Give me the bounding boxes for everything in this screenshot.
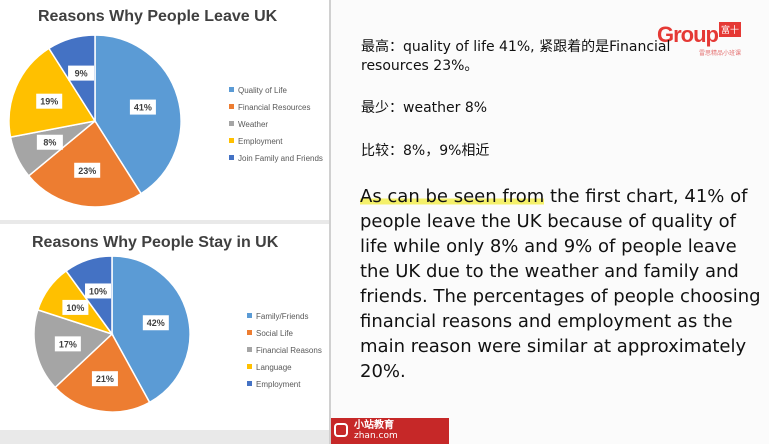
stay-data-label-0: 42% <box>147 318 165 328</box>
leave-legend-item: Employment <box>229 137 323 154</box>
brand-url: zhan.com <box>354 431 398 441</box>
leave-data-label-4: 9% <box>75 69 88 79</box>
group-logo: Group 富十 雷思精品小班课 <box>657 22 741 57</box>
leave-legend-swatch <box>229 104 234 109</box>
logo-badge: 富十 <box>718 22 741 37</box>
notes-area: Group 富十 雷思精品小班课 最高：quality of life 41%, … <box>331 0 769 444</box>
leave-legend-swatch <box>229 121 234 126</box>
leave-slice-3 <box>8 47 97 138</box>
panel-divider <box>329 0 331 444</box>
leave-chart-legend: Quality of Life Financial Resources Weathe… <box>229 86 323 171</box>
leave-chart-title: Reasons Why People Leave UK <box>38 8 278 25</box>
leave-label-box-4 <box>68 65 95 81</box>
leave-legend-swatch <box>229 155 234 160</box>
leave-legend-item: Quality of Life <box>229 86 323 103</box>
leave-label-box-0 <box>129 99 156 115</box>
chat-bubble-icon <box>334 423 348 437</box>
stay-legend-item: Language <box>247 363 322 380</box>
stay-label-box-2 <box>54 336 81 352</box>
highlighted-phrase: As can be seen from <box>360 186 545 207</box>
logo-subtitle: 雷思精品小班课 <box>698 51 741 57</box>
leave-pie-chart: 41% 23% 8% 19% 9% <box>8 34 182 208</box>
leave-data-label-2: 8% <box>43 138 56 148</box>
stay-pie-chart: 42% 21% 17% 10% 10% <box>33 255 191 413</box>
stay-legend-item: Social Life <box>247 329 322 346</box>
note-highest: 最高：quality of life 41%, 紧跟着的是Financial r… <box>361 39 671 74</box>
leave-legend-item: Financial Resources <box>229 103 323 120</box>
stay-legend-swatch <box>247 330 252 335</box>
stay-label-box-4 <box>85 283 112 299</box>
stay-legend-item: Employment <box>247 380 322 397</box>
leave-legend-item: Weather <box>229 120 323 137</box>
analysis-paragraph: As can be seen from the first chart, 41%… <box>360 184 765 384</box>
logo-text: Group <box>656 22 719 47</box>
leave-legend-label: Join Family and Friends <box>238 154 323 163</box>
stay-legend-swatch <box>247 381 252 386</box>
stay-data-label-2: 17% <box>59 339 77 349</box>
stay-legend-label: Language <box>256 363 292 372</box>
paragraph-text: the first chart, 41% of people leave the… <box>360 186 761 382</box>
stay-legend-swatch <box>247 347 252 352</box>
stay-legend-label: Financial Reasons <box>256 346 322 355</box>
stay-legend-item: Family/Friends <box>247 312 322 329</box>
stay-data-label-3: 10% <box>66 303 84 313</box>
stay-legend-swatch <box>247 313 252 318</box>
stay-label-box-3 <box>62 299 89 315</box>
leave-data-label-0: 41% <box>134 103 152 113</box>
stay-data-label-1: 21% <box>96 374 114 384</box>
stay-chart-title: Reasons Why People Stay in UK <box>32 234 279 251</box>
leave-data-label-1: 23% <box>78 166 96 176</box>
stay-label-box-0 <box>142 315 169 331</box>
stay-legend-label: Employment <box>256 380 301 389</box>
brand-name: 小站教育 <box>354 420 394 431</box>
stay-label-box-1 <box>91 371 118 387</box>
leave-legend-label: Financial Resources <box>238 103 311 112</box>
leave-label-box-1 <box>74 162 101 178</box>
leave-legend-label: Quality of Life <box>238 86 287 95</box>
stay-chart-panel: Reasons Why People Stay in UK 42% 21% 17% 1… <box>0 224 329 430</box>
leave-legend-item: Join Family and Friends <box>229 154 323 171</box>
leave-label-box-2 <box>36 134 63 150</box>
brand-label: 小站教育 zhan.com <box>354 420 398 441</box>
stay-chart-legend: Family/Friends Social Life Financial Reaso… <box>247 312 322 397</box>
stay-data-label-4: 10% <box>89 286 107 296</box>
leave-legend-swatch <box>229 87 234 92</box>
stay-legend-swatch <box>247 364 252 369</box>
leave-legend-label: Employment <box>238 137 283 146</box>
leave-label-box-3 <box>36 93 63 109</box>
leave-legend-label: Weather <box>238 120 269 129</box>
stay-legend-item: Financial Reasons <box>247 346 322 363</box>
charts-area: Reasons Why People Leave UK 41% 23% 8% 19% 9… <box>0 0 329 444</box>
note-lowest: 最少：weather 8% <box>361 100 488 116</box>
stay-legend-label: Family/Friends <box>256 312 309 321</box>
leave-legend-swatch <box>229 138 234 143</box>
stay-legend-label: Social Life <box>256 329 293 338</box>
leave-chart-panel: Reasons Why People Leave UK 41% 23% 8% 19% 9… <box>0 0 329 220</box>
leave-data-label-3: 19% <box>40 97 58 107</box>
note-compare: 比较：8%，9%相近 <box>361 143 490 159</box>
brand-bar <box>331 418 449 444</box>
